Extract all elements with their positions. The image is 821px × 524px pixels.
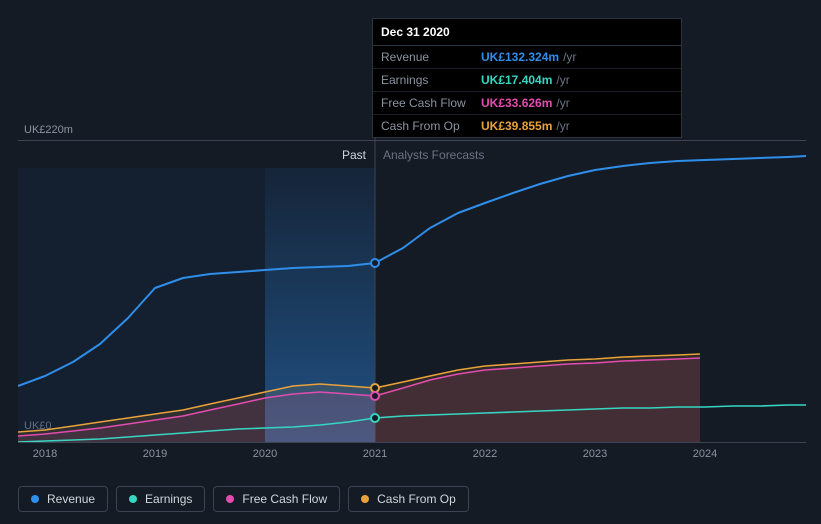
tooltip-metric-label: Revenue [381, 50, 481, 64]
tooltip-metric-unit: /yr [563, 50, 576, 64]
chart-plot-area[interactable] [18, 118, 806, 458]
tooltip-row: Free Cash FlowUK£33.626m/yr [373, 92, 681, 115]
tooltip-metric-value: UK£132.324m [481, 50, 559, 64]
legend-label: Free Cash Flow [242, 492, 327, 506]
tooltip-row: RevenueUK£132.324m/yr [373, 46, 681, 69]
x-axis-tick: 2019 [143, 448, 167, 460]
x-axis-tick: 2020 [253, 448, 277, 460]
chart-tooltip: Dec 31 2020 RevenueUK£132.324m/yrEarning… [372, 18, 682, 138]
tooltip-metric-value: UK£17.404m [481, 73, 552, 87]
tooltip-metric-unit: /yr [556, 119, 569, 133]
chart-svg [18, 118, 806, 442]
legend-dot-icon [226, 495, 234, 503]
x-axis-tick: 2023 [583, 448, 607, 460]
tooltip-row: Cash From OpUK£39.855m/yr [373, 115, 681, 137]
x-axis-tick: 2021 [363, 448, 387, 460]
legend-item[interactable]: Earnings [116, 486, 205, 512]
legend-dot-icon [129, 495, 137, 503]
x-axis: 2018 2019 2020 2021 2022 2023 2024 [18, 448, 806, 468]
legend-label: Revenue [47, 492, 95, 506]
legend-label: Earnings [145, 492, 192, 506]
tooltip-metric-value: UK£33.626m [481, 96, 552, 110]
tooltip-row: EarningsUK£17.404m/yr [373, 69, 681, 92]
tooltip-metric-label: Earnings [381, 73, 481, 87]
legend-dot-icon [31, 495, 39, 503]
legend-item[interactable]: Revenue [18, 486, 108, 512]
legend: Revenue Earnings Free Cash Flow Cash From O… [18, 486, 469, 512]
x-axis-tick: 2022 [473, 448, 497, 460]
tooltip-metric-unit: /yr [556, 73, 569, 87]
tooltip-metric-label: Cash From Op [381, 119, 481, 133]
legend-dot-icon [361, 495, 369, 503]
x-axis-tick: 2024 [693, 448, 717, 460]
tooltip-metric-label: Free Cash Flow [381, 96, 481, 110]
legend-label: Cash From Op [377, 492, 456, 506]
tooltip-date: Dec 31 2020 [373, 19, 681, 46]
tooltip-metric-unit: /yr [556, 96, 569, 110]
legend-item[interactable]: Cash From Op [348, 486, 469, 512]
x-axis-tick: 2018 [33, 448, 57, 460]
tooltip-metric-value: UK£39.855m [481, 119, 552, 133]
legend-item[interactable]: Free Cash Flow [213, 486, 340, 512]
